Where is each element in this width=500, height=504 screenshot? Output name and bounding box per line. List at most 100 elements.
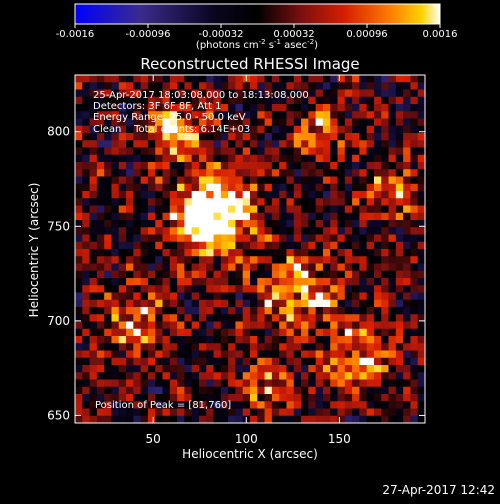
heatmap-cell	[271, 89, 280, 98]
heatmap-cell	[395, 307, 404, 315]
heatmap-cell	[388, 285, 397, 293]
heatmap-cell	[250, 386, 258, 395]
heatmap-cell	[198, 220, 207, 228]
heatmap-cell	[191, 169, 200, 177]
heatmap-cell	[250, 234, 258, 243]
heatmap-cell	[250, 140, 258, 148]
heatmap-cell	[169, 147, 178, 156]
heatmap-cell	[184, 314, 193, 322]
heatmap-cell	[373, 415, 382, 423]
heatmap-cell	[96, 169, 105, 177]
heatmap-cell	[250, 82, 258, 90]
heatmap-cell	[264, 292, 273, 301]
heatmap-cell	[250, 162, 258, 170]
heatmap-cell	[169, 75, 178, 83]
heatmap-cell	[206, 125, 214, 134]
heatmap-cell	[96, 401, 105, 409]
heatmap-cell	[330, 147, 338, 156]
heatmap-cell	[75, 372, 83, 380]
heatmap-cell	[184, 415, 193, 423]
heatmap-cell	[235, 125, 244, 134]
heatmap-cell	[388, 82, 397, 90]
heatmap-cell	[315, 314, 324, 322]
heatmap-cell	[111, 292, 120, 301]
heatmap-cell	[198, 415, 207, 423]
heatmap-cell	[104, 147, 112, 156]
heatmap-cell	[184, 176, 193, 185]
heatmap-cell	[257, 249, 265, 257]
heatmap-cell	[177, 118, 185, 127]
heatmap-cell	[82, 386, 90, 395]
heatmap-cell	[301, 328, 309, 337]
heatmap-cell	[198, 249, 207, 257]
heatmap-cell	[140, 314, 149, 322]
heatmap-cell	[410, 256, 419, 264]
heatmap-cell	[250, 379, 258, 388]
heatmap-cell	[235, 372, 244, 380]
heatmap-cell	[111, 415, 120, 423]
heatmap-cell	[147, 154, 156, 163]
heatmap-cell	[89, 89, 98, 98]
heatmap-cell	[220, 191, 229, 199]
heatmap-cell	[96, 350, 105, 359]
heatmap-cell	[388, 307, 397, 315]
heatmap-cell	[191, 350, 200, 359]
heatmap-cell	[279, 394, 287, 402]
heatmap-cell	[359, 263, 368, 272]
heatmap-cell	[271, 408, 280, 417]
heatmap-cell	[308, 220, 317, 228]
heatmap-cell	[213, 220, 222, 228]
heatmap-cell	[198, 314, 207, 322]
heatmap-cell	[395, 415, 404, 423]
heatmap-cell	[140, 154, 149, 163]
heatmap-cell	[96, 314, 105, 322]
heatmap-cell	[235, 162, 244, 170]
heatmap-cell	[198, 408, 207, 417]
heatmap-cell	[279, 343, 287, 351]
heatmap-cell	[381, 169, 389, 177]
heatmap-cell	[417, 241, 425, 250]
heatmap-cell	[140, 263, 149, 272]
heatmap-cell	[213, 386, 222, 395]
heatmap-cell	[403, 401, 411, 409]
heatmap-cell	[330, 336, 338, 344]
heatmap-cell	[177, 415, 185, 423]
heatmap-cell	[155, 89, 163, 98]
heatmap-cell	[147, 133, 156, 141]
heatmap-cell	[206, 278, 214, 286]
heatmap-cell	[147, 263, 156, 272]
heatmap-cell	[417, 307, 425, 315]
heatmap-cell	[133, 249, 142, 257]
heatmap-cell	[344, 183, 353, 192]
heatmap-cell	[250, 350, 258, 359]
heatmap-cell	[344, 372, 353, 380]
heatmap-cell	[366, 292, 375, 301]
heatmap-cell	[403, 82, 411, 90]
colorbar-tick-label: 0.0016	[423, 29, 458, 40]
heatmap-cell	[373, 299, 382, 308]
heatmap-cell	[293, 176, 302, 185]
heatmap-cell	[359, 299, 368, 308]
heatmap-cell	[301, 212, 309, 221]
heatmap-cell	[359, 328, 368, 337]
heatmap-cell	[169, 234, 178, 243]
heatmap-cell	[395, 270, 404, 279]
heatmap-cell	[220, 176, 229, 185]
heatmap-cell	[322, 408, 331, 417]
heatmap-cell	[235, 198, 244, 206]
heatmap-cell	[308, 321, 317, 330]
heatmap-cell	[271, 147, 280, 156]
heatmap-cell	[403, 198, 411, 206]
heatmap-cell	[147, 75, 156, 83]
heatmap-cell	[118, 82, 127, 90]
heatmap-cell	[301, 162, 309, 170]
heatmap-cell	[352, 227, 360, 235]
heatmap-cell	[257, 147, 265, 156]
heatmap-cell	[366, 96, 375, 105]
heatmap-cell	[395, 82, 404, 90]
heatmap-cell	[257, 220, 265, 228]
heatmap-cell	[264, 321, 273, 330]
heatmap-cell	[366, 220, 375, 228]
heatmap-cell	[301, 256, 309, 264]
heatmap-cell	[388, 191, 397, 199]
